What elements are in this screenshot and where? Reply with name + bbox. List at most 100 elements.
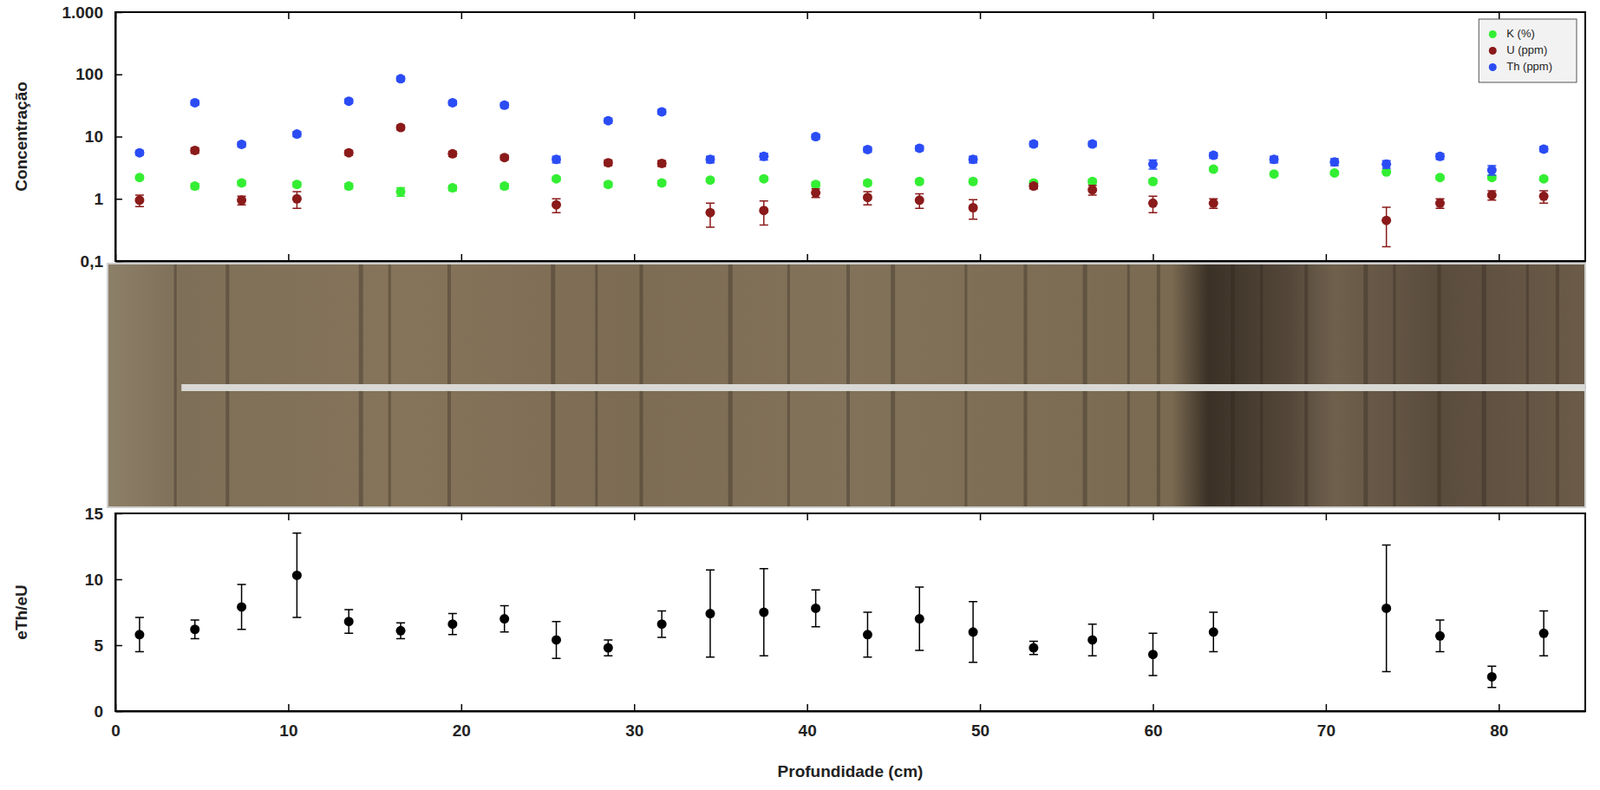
point xyxy=(1028,139,1039,150)
x-tick-top-mark xyxy=(633,12,636,20)
error-bar xyxy=(657,610,667,637)
point xyxy=(1208,150,1219,161)
error-bar xyxy=(1148,195,1157,213)
legend-marker xyxy=(1488,46,1497,55)
point xyxy=(1539,191,1549,202)
x-tick-mark xyxy=(1325,254,1328,262)
point xyxy=(1539,628,1549,639)
error-bar xyxy=(1435,198,1444,209)
point xyxy=(862,192,873,203)
data-marks xyxy=(134,533,1548,688)
core-groove xyxy=(181,384,1586,392)
error-bar xyxy=(968,601,978,663)
legend-label: Th (ppm) xyxy=(1506,59,1553,73)
x-tick-top-mark xyxy=(806,513,809,521)
error-bar xyxy=(1148,633,1157,676)
error-bar xyxy=(862,612,872,658)
point xyxy=(705,208,715,218)
x-tick-top-mark xyxy=(287,513,290,521)
point xyxy=(189,624,200,634)
point xyxy=(968,154,979,164)
error-bar xyxy=(1029,640,1039,654)
x-tick xyxy=(979,254,981,262)
x-tick-top xyxy=(807,513,809,521)
x-tick-top xyxy=(461,513,463,521)
x-tick: 50 xyxy=(971,704,990,740)
x-tick-mark xyxy=(806,704,809,712)
point xyxy=(968,176,979,187)
point xyxy=(134,195,144,205)
y-tick-label: 0 xyxy=(93,702,104,721)
x-tick xyxy=(807,254,809,262)
y-tick: 5 xyxy=(93,636,123,655)
x-tick-mark xyxy=(979,254,982,262)
legend-label: U (ppm) xyxy=(1506,43,1548,57)
point xyxy=(551,634,562,645)
y-tick-label: 1.000 xyxy=(61,3,104,22)
x-tick-mark xyxy=(633,254,636,262)
error-bar xyxy=(292,533,301,618)
error-bar xyxy=(1539,190,1548,203)
error-bar xyxy=(135,617,144,653)
point xyxy=(292,179,302,190)
x-tick-mark xyxy=(1152,254,1155,262)
x-tick-top-mark xyxy=(979,513,982,521)
error-bar xyxy=(1382,544,1392,672)
x-tick-top xyxy=(287,12,289,20)
x-tick-label: 70 xyxy=(1317,721,1336,740)
point xyxy=(344,96,354,106)
point xyxy=(1148,176,1158,187)
point xyxy=(1208,198,1219,209)
point xyxy=(396,123,406,133)
x-tick-mark xyxy=(1498,254,1501,262)
point xyxy=(657,158,667,169)
y-tick-label: 10 xyxy=(84,127,104,146)
x-tick-top-mark xyxy=(1152,513,1155,521)
y-tick: 1.000 xyxy=(61,3,123,22)
point xyxy=(344,148,354,158)
x-tick-top xyxy=(287,513,289,521)
point xyxy=(1435,151,1445,162)
y-axis: 051015 xyxy=(84,504,123,721)
point xyxy=(1381,159,1392,170)
point xyxy=(447,619,458,629)
point xyxy=(344,181,354,191)
plot-frame xyxy=(115,12,1586,262)
point xyxy=(447,182,458,193)
error-bar xyxy=(862,191,872,205)
point xyxy=(1087,139,1098,150)
point xyxy=(810,179,821,190)
x-tick-top xyxy=(1325,513,1327,521)
point xyxy=(1269,169,1280,179)
error-bar xyxy=(759,568,769,656)
point xyxy=(758,205,769,216)
point xyxy=(236,177,247,188)
error-bar xyxy=(190,620,200,639)
x-tick-mark xyxy=(979,704,982,712)
point xyxy=(1329,168,1339,178)
error-bar xyxy=(1539,610,1548,656)
y-axis-title: Concentração xyxy=(12,81,31,192)
error-bar xyxy=(1148,160,1157,170)
x-tick-top-mark xyxy=(1325,513,1328,521)
point xyxy=(1208,164,1219,175)
error-bar xyxy=(135,195,144,207)
x-tick: 30 xyxy=(625,704,644,740)
y-tick-mark xyxy=(115,579,123,582)
point xyxy=(1487,672,1497,682)
point xyxy=(914,195,925,205)
point xyxy=(657,106,667,117)
x-tick-top-mark xyxy=(633,513,636,521)
point xyxy=(134,172,144,183)
point xyxy=(1381,603,1392,614)
point xyxy=(968,626,979,637)
point xyxy=(810,603,821,614)
point xyxy=(657,177,667,188)
error-bar xyxy=(914,587,924,651)
x-tick-top xyxy=(1152,513,1154,521)
point xyxy=(914,143,925,153)
point xyxy=(189,145,200,156)
point xyxy=(499,613,510,624)
error-bar xyxy=(1088,624,1098,656)
point xyxy=(1148,159,1158,170)
